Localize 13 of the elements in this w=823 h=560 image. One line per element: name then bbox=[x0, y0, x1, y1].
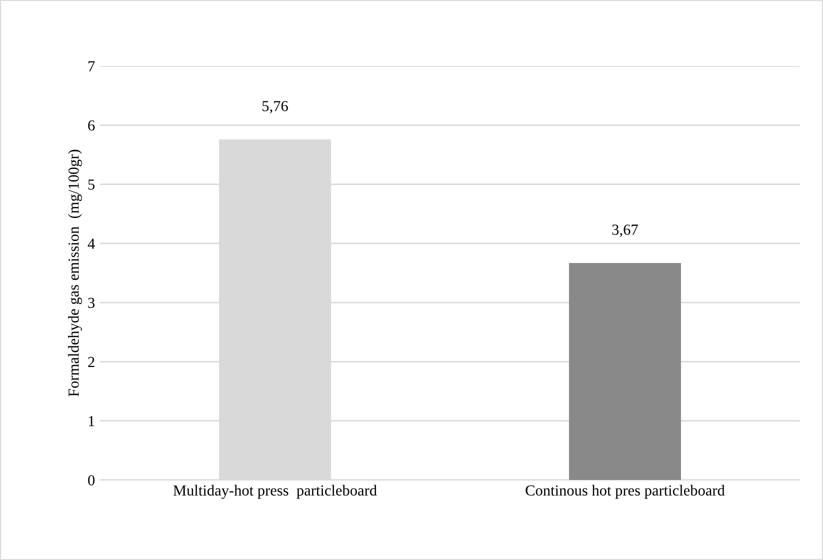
data-label: 5,76 bbox=[262, 100, 288, 114]
x-tick-label: Continous hot pres particleboard bbox=[526, 484, 725, 499]
y-tick-label: 2 bbox=[88, 356, 94, 368]
y-tick-label: 7 bbox=[88, 61, 95, 72]
y-axis-title: Formaldehyde gas emission (mg/100gr) bbox=[68, 150, 82, 396]
x-tick-label: Multiday-hot press particleboard bbox=[173, 484, 377, 499]
y-tick-label: 4 bbox=[88, 238, 95, 249]
y-tick-label: 6 bbox=[88, 120, 95, 131]
y-tick-label: 1 bbox=[88, 416, 94, 426]
y-tick-label: 3 bbox=[88, 298, 95, 308]
data-label: 3,67 bbox=[612, 224, 638, 238]
y-tick-label: 0 bbox=[88, 475, 95, 486]
y-tick-label: 5 bbox=[88, 180, 95, 190]
